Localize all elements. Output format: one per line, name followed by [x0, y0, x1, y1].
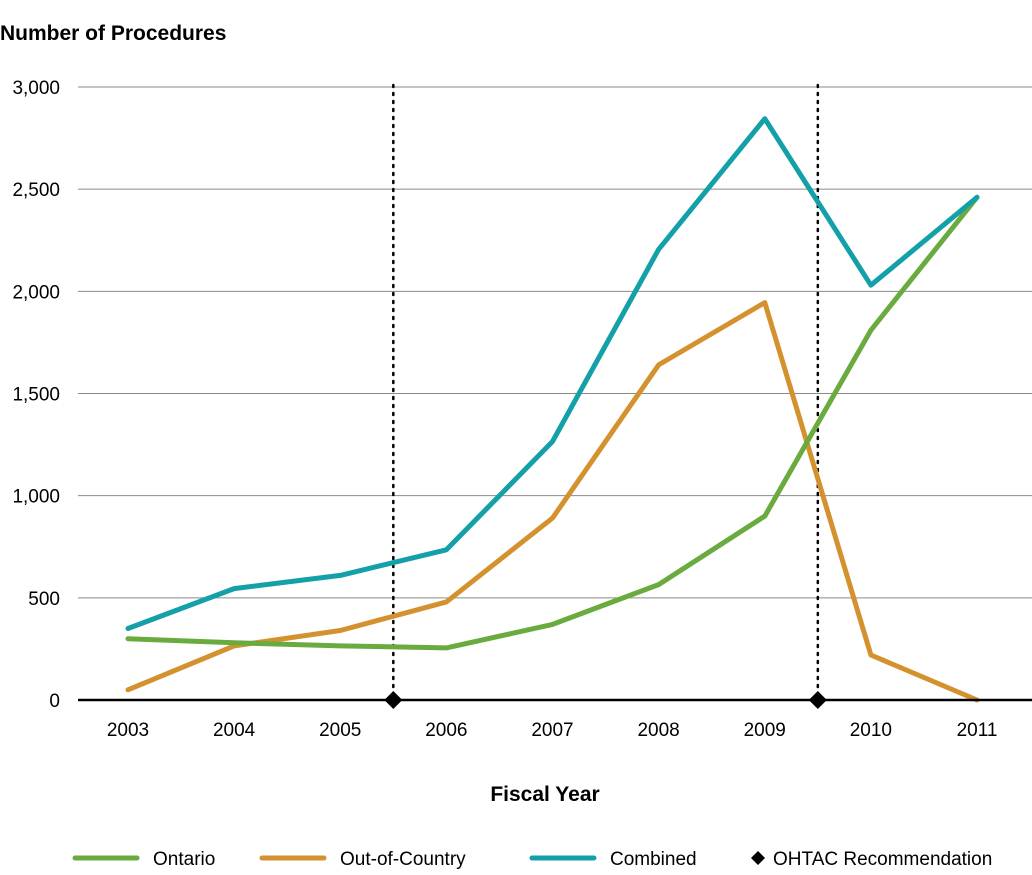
y-tick-label: 1,500: [12, 385, 60, 406]
series-lines: [125, 116, 980, 703]
y-tick-label: 1,000: [12, 487, 60, 508]
y-axis-title: Number of Procedures: [0, 22, 226, 45]
legend-label-ontario: Ontario: [153, 849, 215, 870]
series-line-ontario: [125, 194, 980, 651]
legend: Ontario Out-of-Country Combined OHTAC Recom…: [72, 849, 992, 870]
y-tick-label: 500: [28, 589, 60, 610]
x-tick-label: 2009: [744, 720, 786, 741]
gridlines: [78, 86, 1032, 599]
x-tick-label: 2007: [531, 720, 573, 741]
x-axis-ticks: 2003 2004 2005 2006 2007 2008 2009 2010 2011: [107, 720, 998, 741]
y-tick-label: 2,500: [12, 180, 60, 201]
series-line-out-of-country: [125, 300, 980, 703]
recommendation-lines: [392, 83, 820, 702]
y-tick-label: 3,000: [12, 78, 60, 99]
x-tick-label: 2005: [319, 720, 361, 741]
legend-label-out-of-country: Out-of-Country: [340, 849, 466, 870]
recommendation-markers: [384, 691, 827, 709]
x-tick-label: 2008: [637, 720, 679, 741]
series-line-combined: [125, 116, 980, 631]
x-tick-label: 2010: [850, 720, 892, 741]
y-tick-label: 2,000: [12, 282, 60, 303]
legend-label-combined: Combined: [610, 849, 697, 870]
y-tick-label: 0: [49, 691, 60, 712]
x-tick-label: 2004: [213, 720, 256, 741]
legend-swatch-ohtac-recommendation: [751, 851, 765, 865]
x-tick-label: 2003: [107, 720, 149, 741]
x-tick-label: 2011: [957, 720, 998, 741]
legend-label-ohtac-recommendation: OHTAC Recommendation: [773, 849, 992, 870]
x-axis-title: Fiscal Year: [490, 783, 599, 806]
x-tick-label: 2006: [425, 720, 467, 741]
ohtac-recommendation-marker: [384, 691, 403, 709]
ohtac-recommendation-marker: [808, 691, 827, 709]
y-axis-ticks: 0 500 1,000 1,500 2,000 2,500 3,000: [12, 78, 60, 712]
